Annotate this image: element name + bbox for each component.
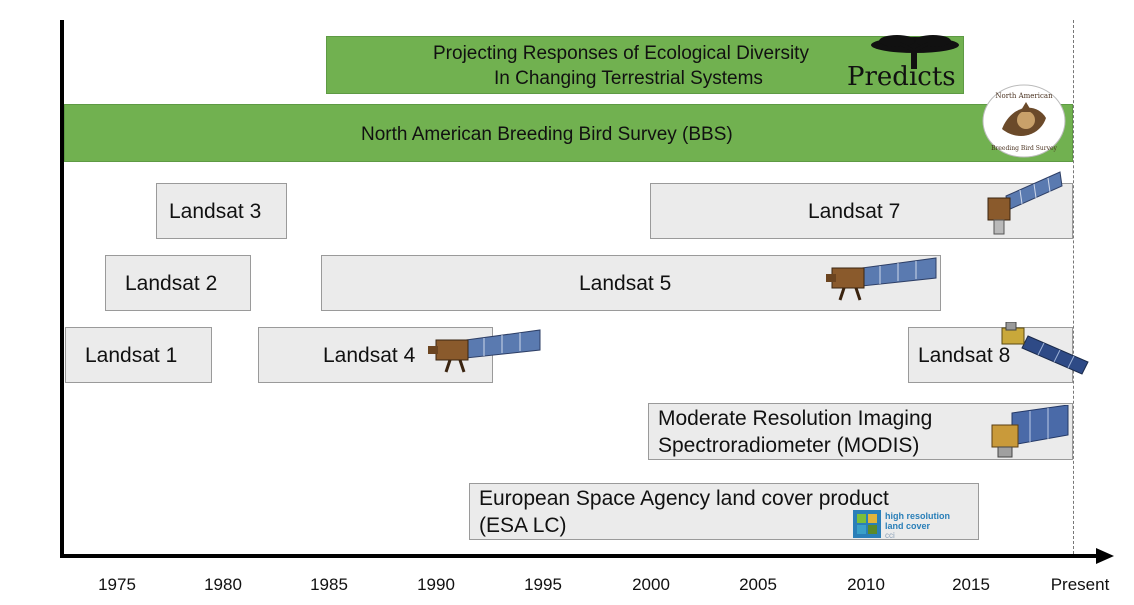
x-axis-arrowhead (1096, 548, 1114, 564)
bar-landsat-1: Landsat 1 (65, 327, 212, 383)
modis-label-line2: Spectroradiometer (MODIS) (658, 434, 920, 457)
present-dashed-line (1073, 20, 1074, 554)
bar-landsat-4: Landsat 4 (258, 327, 493, 383)
bbs-badge-line1: North American (995, 92, 1053, 100)
modis-satellite-icon (991, 405, 1069, 458)
landsat-4-satellite-icon (428, 329, 541, 373)
landsat-4-label: Landsat 4 (323, 344, 416, 367)
bar-landsat-3: Landsat 3 (156, 183, 287, 239)
bar-predicts: Projecting Responses of Ecological Diver… (326, 35, 964, 94)
landsat-2-label: Landsat 2 (125, 272, 218, 295)
landsat-7-satellite-icon (987, 171, 1063, 235)
esa-label-line2: (ESA LC) (479, 514, 567, 537)
x-tick-present: Present (1050, 575, 1110, 594)
landsat-1-label: Landsat 1 (85, 344, 178, 367)
x-tick-1985: 1985 (310, 575, 348, 594)
bar-landsat-2: Landsat 2 (105, 255, 251, 311)
esa-logo-line3: cci (885, 531, 895, 540)
x-tick-1990: 1990 (417, 575, 455, 594)
esa-logo-line2: land cover (885, 521, 931, 531)
predicts-label-line1: Projecting Responses of Ecological Diver… (433, 43, 809, 64)
tree-icon (871, 35, 959, 69)
bar-bbs: North American Breeding Bird Survey (BBS… (64, 104, 1073, 162)
esa-label-line1: European Space Agency land cover product (479, 487, 889, 510)
x-tick-2010: 2010 (847, 575, 885, 594)
bbs-badge-line2: Breeding Bird Survey (991, 145, 1057, 152)
esa-cci-logo-icon: high resolution land cover cci (853, 510, 950, 540)
landsat-5-satellite-icon (826, 257, 937, 301)
bbs-label: North American Breeding Bird Survey (BBS… (361, 124, 733, 145)
x-tick-2005: 2005 (739, 575, 777, 594)
x-tick-1995: 1995 (524, 575, 562, 594)
landsat-8-satellite-icon (1001, 322, 1089, 375)
bar-esa-lc: European Space Agency land cover product… (469, 483, 979, 540)
landsat-7-label: Landsat 7 (808, 200, 901, 223)
landsat-5-label: Landsat 5 (579, 272, 672, 295)
x-tick-1975: 1975 (98, 575, 136, 594)
landsat-3-label: Landsat 3 (169, 200, 262, 223)
x-tick-2000: 2000 (632, 575, 670, 594)
landsat-8-label: Landsat 8 (918, 344, 1011, 367)
x-axis-line (62, 554, 1102, 558)
predicts-label-line2: In Changing Terrestrial Systems (494, 68, 763, 89)
bbs-badge-icon: North American Breeding Bird Survey (982, 84, 1066, 158)
y-axis-line (60, 20, 64, 558)
predicts-logo-text: Predicts (847, 62, 956, 92)
esa-logo-line1: high resolution (885, 511, 950, 521)
x-tick-1980: 1980 (204, 575, 242, 594)
x-tick-2015: 2015 (952, 575, 990, 594)
modis-label-line1: Moderate Resolution Imaging (658, 407, 933, 430)
